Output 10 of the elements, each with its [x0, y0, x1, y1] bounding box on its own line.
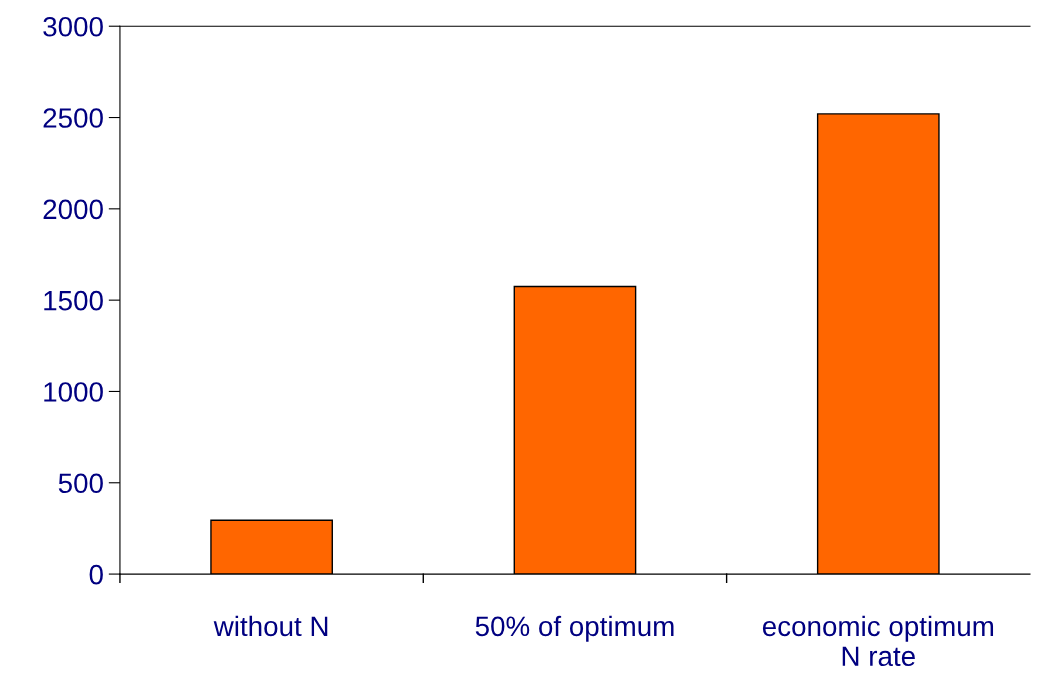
x-tick-label: economic optimum N rate — [762, 615, 994, 667]
x-tick-label: 50% of optimum — [475, 615, 674, 642]
y-tick-label: 2500 — [43, 108, 103, 128]
y-tick-label: 500 — [58, 473, 103, 494]
y-tick-label: 1000 — [44, 382, 103, 402]
y-tick-label: 3000 — [43, 16, 103, 37]
y-tick-label: 0 — [89, 564, 103, 585]
y-tick-label: 1500 — [44, 290, 103, 311]
y-tick-label: 2000 — [43, 199, 103, 220]
x-tick-label: without N — [213, 615, 328, 637]
